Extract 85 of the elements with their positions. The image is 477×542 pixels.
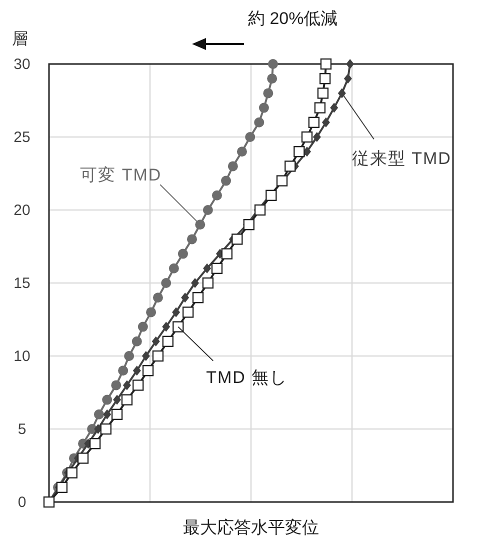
point [102,394,112,405]
point [111,408,123,420]
point [138,322,148,332]
point [330,102,338,113]
point [308,116,320,128]
point [152,350,164,362]
point [111,380,122,390]
point [195,220,206,230]
point [344,74,352,84]
point [172,307,180,318]
point [162,336,174,347]
point [320,58,332,70]
point [268,59,278,69]
point [172,321,184,332]
point [202,205,213,215]
point [124,351,134,361]
y-tick-label: 20 [14,202,30,219]
point [266,190,277,201]
point [94,409,104,420]
point [161,278,172,288]
point [346,59,354,69]
point [236,146,247,157]
point [319,73,331,84]
point [132,380,144,391]
point [294,146,305,158]
point [263,88,274,98]
point [118,366,128,376]
point [232,234,243,245]
point [178,248,188,259]
point [168,263,179,274]
point [56,482,68,493]
point [122,380,131,390]
point [77,452,89,464]
point [301,131,313,143]
point [103,409,112,420]
point [132,336,142,346]
point [152,336,160,346]
point [317,88,329,99]
point [228,161,238,172]
point [258,102,269,113]
point [100,423,112,435]
point [142,365,154,376]
point [191,278,200,288]
point [284,160,296,172]
point [314,102,326,114]
point [245,132,256,142]
point [192,292,204,304]
point [132,366,141,376]
point [243,219,254,230]
point [162,322,170,332]
point [121,394,133,406]
y-tick-label: 25 [14,129,30,146]
point [113,394,122,405]
point [221,248,233,260]
y-axis-title: 層 [12,31,28,48]
point [66,467,78,478]
point [181,292,190,303]
legend-label: TMD 無し [206,368,288,387]
y-tick-label: 5 [18,421,26,438]
point [202,277,214,289]
point [186,234,197,244]
y-tick-label: 0 [18,494,26,511]
point [276,175,288,186]
y-tick-label: 15 [14,275,30,292]
text: 可変 TMD [80,166,162,185]
point [152,292,163,303]
point [267,74,278,84]
point [203,263,212,274]
text: 約 20%低減 [248,9,338,28]
point [89,438,101,450]
point [142,351,150,361]
point [212,190,222,200]
point [182,306,194,318]
point [211,262,223,274]
point [254,117,264,128]
point [322,117,330,128]
series-label: 従来型 TMD [352,149,452,168]
point [146,307,156,318]
point [338,88,346,98]
y-tick-label: 10 [14,348,30,365]
point [221,176,232,186]
point [312,132,321,142]
point [254,204,266,216]
y-tick-label: 30 [14,56,30,73]
x-axis-title: 最大応答水平変位 [183,518,319,537]
